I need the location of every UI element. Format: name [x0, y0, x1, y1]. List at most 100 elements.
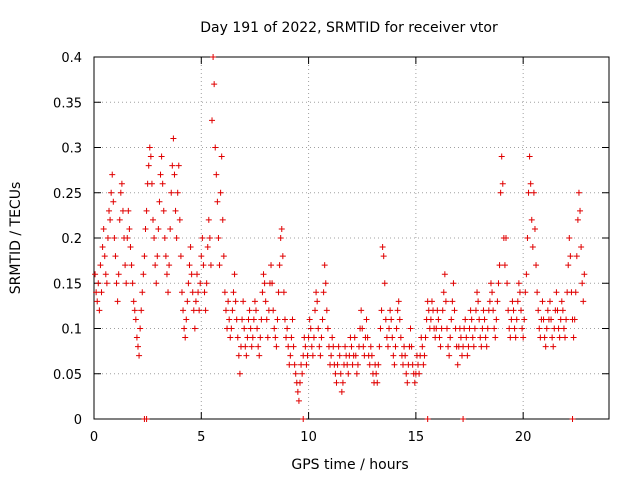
- data-point: [333, 379, 340, 386]
- x-tick-label: 5: [197, 430, 205, 445]
- data-point: [217, 189, 224, 196]
- data-point: [330, 343, 337, 350]
- data-point: [546, 298, 553, 305]
- data-point: [435, 316, 442, 323]
- data-point: [195, 289, 202, 296]
- data-point: [210, 54, 217, 60]
- data-point: [579, 280, 586, 287]
- data-point: [550, 343, 557, 350]
- data-point: [427, 316, 434, 323]
- y-tick-label: 0.1: [61, 323, 82, 338]
- data-point: [440, 289, 447, 296]
- data-point: [128, 262, 135, 269]
- data-point: [158, 153, 165, 160]
- data-point: [454, 361, 461, 368]
- data-point: [274, 316, 281, 323]
- data-point: [286, 361, 293, 368]
- data-point: [416, 370, 423, 377]
- data-point: [531, 225, 538, 232]
- data-point: [493, 316, 500, 323]
- data-point: [471, 325, 478, 332]
- data-point: [211, 81, 218, 88]
- data-point: [358, 307, 365, 314]
- data-point: [396, 316, 403, 323]
- data-point: [503, 235, 509, 241]
- data-point: [143, 416, 150, 422]
- data-point: [317, 352, 324, 359]
- data-point: [508, 316, 515, 323]
- data-point: [213, 171, 220, 178]
- data-point: [214, 198, 221, 205]
- data-point: [490, 307, 497, 314]
- data-point: [389, 334, 396, 341]
- data-point: [392, 343, 399, 350]
- data-point: [422, 334, 429, 341]
- data-point: [528, 216, 535, 223]
- data-point: [269, 280, 276, 287]
- data-point: [512, 334, 519, 341]
- data-point: [478, 343, 485, 350]
- data-point: [401, 343, 408, 350]
- data-point: [391, 361, 398, 368]
- data-point: [271, 325, 278, 332]
- data-point: [109, 171, 116, 178]
- data-point: [525, 189, 532, 196]
- data-point: [168, 189, 175, 196]
- data-point: [306, 316, 313, 323]
- data-point: [245, 316, 252, 323]
- data-point: [566, 235, 573, 241]
- data-point: [242, 343, 249, 350]
- data-point: [160, 207, 167, 214]
- data-point: [373, 370, 380, 377]
- data-point: [264, 334, 271, 341]
- data-point: [524, 235, 531, 241]
- data-point: [123, 280, 130, 287]
- data-point: [145, 162, 152, 169]
- data-point: [450, 280, 457, 287]
- data-point: [287, 352, 294, 359]
- data-point: [220, 253, 227, 260]
- data-point: [246, 307, 253, 314]
- data-point: [527, 180, 534, 187]
- data-point: [180, 307, 187, 314]
- y-tick-label: 0.25: [53, 187, 82, 202]
- data-point: [107, 216, 114, 223]
- data-point: [334, 361, 341, 368]
- data-point: [548, 316, 555, 323]
- data-point: [479, 325, 486, 332]
- data-point: [474, 289, 481, 296]
- data-point: [157, 171, 164, 178]
- data-point: [344, 361, 351, 368]
- data-point: [99, 244, 106, 251]
- data-point: [196, 307, 203, 314]
- data-point: [136, 352, 143, 359]
- data-point: [250, 316, 257, 323]
- data-point: [505, 307, 512, 314]
- data-point: [323, 307, 330, 314]
- data-point: [184, 298, 191, 305]
- data-point: [215, 235, 222, 241]
- data-point: [308, 343, 315, 350]
- data-point: [285, 343, 292, 350]
- data-point: [129, 280, 136, 287]
- data-point: [96, 307, 103, 314]
- data-point: [572, 289, 579, 296]
- data-point: [155, 225, 162, 232]
- data-point: [268, 262, 275, 269]
- data-point: [529, 244, 536, 251]
- data-point: [275, 289, 282, 296]
- data-point: [251, 298, 258, 305]
- data-point: [377, 325, 384, 332]
- data-point: [571, 316, 578, 323]
- data-point: [352, 352, 359, 359]
- data-point: [249, 334, 256, 341]
- data-point: [447, 334, 454, 341]
- data-point: [108, 189, 115, 196]
- data-point: [336, 352, 343, 359]
- data-point: [578, 244, 585, 251]
- data-point: [175, 162, 182, 169]
- data-point: [161, 235, 168, 241]
- data-point: [313, 289, 320, 296]
- data-point: [477, 334, 484, 341]
- data-point: [492, 334, 499, 341]
